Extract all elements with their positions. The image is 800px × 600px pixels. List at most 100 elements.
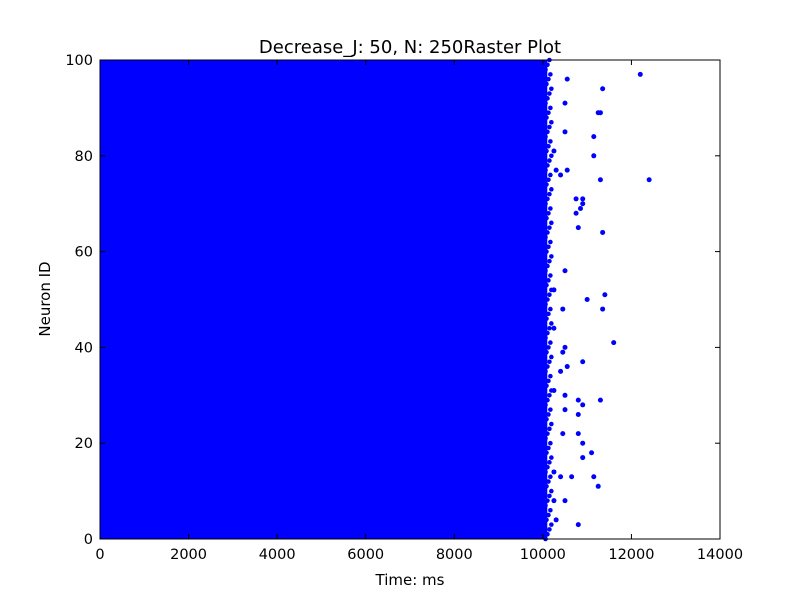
spike-point (602, 292, 608, 298)
spike-edge-point (545, 531, 550, 537)
spike-edge-point (549, 86, 554, 92)
spike-point (584, 297, 590, 302)
spike-point (637, 71, 643, 77)
y-tick-label: 0 (84, 532, 93, 548)
spike-edge-point (549, 522, 554, 527)
spike-point (560, 431, 566, 437)
spike-point (600, 229, 606, 235)
y-tick-label: 80 (75, 149, 93, 165)
spike-edge-point (549, 153, 554, 159)
x-tick-label: 8000 (436, 547, 473, 563)
spike-edge-point (543, 503, 548, 508)
y-tick-label: 60 (75, 245, 93, 261)
spike-point (551, 148, 557, 154)
spike-point (580, 402, 586, 408)
spike-point (580, 455, 586, 461)
spike-point (558, 474, 564, 480)
spike-edge-point (548, 72, 553, 77)
spike-edge-point (543, 335, 548, 341)
x-tick-label: 10000 (520, 547, 566, 563)
spike-point (575, 397, 581, 403)
spike-edge-point (547, 91, 552, 96)
spike-point (553, 517, 559, 523)
spike-point (560, 306, 566, 312)
spike-point (551, 287, 557, 293)
spike-edge-point (544, 450, 549, 456)
spike-point (611, 340, 617, 346)
spike-edge-point (544, 249, 549, 254)
spike-edge-point (548, 474, 553, 480)
spike-edge-point (549, 220, 554, 226)
spike-point (551, 388, 557, 394)
spike-edge-point (549, 455, 554, 460)
spike-point (551, 498, 557, 504)
spike-edge-point (543, 301, 548, 307)
spike-point (562, 268, 568, 274)
spike-point (575, 411, 581, 417)
spike-edge-point (548, 206, 553, 211)
x-axis-label: Time: ms (375, 571, 445, 589)
spike-point (553, 167, 559, 173)
spike-edge-point (547, 359, 552, 365)
spike-edge-point (548, 105, 553, 111)
spike-edge-point (544, 383, 549, 389)
spike-edge-point (547, 426, 552, 432)
spike-edge-point (546, 177, 551, 183)
spike-edge-point (543, 369, 548, 374)
spike-edge-point (549, 421, 554, 427)
spike-point (591, 474, 597, 480)
spike-edge-point (547, 191, 552, 197)
spike-edge-point (545, 364, 550, 369)
spike-point (595, 110, 601, 116)
spike-edge-point (546, 76, 551, 82)
spike-edge-point (545, 431, 550, 436)
spike-point (578, 205, 583, 211)
spike-point (597, 397, 603, 403)
y-tick-label: 20 (75, 436, 93, 452)
spike-edge-point (545, 163, 550, 168)
spike-edge-point (548, 440, 553, 446)
spike-edge-point (543, 167, 548, 173)
x-tick-label: 2000 (170, 547, 207, 563)
spike-edge-point (543, 268, 548, 274)
spike-edge-point (543, 201, 548, 206)
spike-edge-point (547, 493, 552, 499)
spike-edge-point (547, 258, 552, 264)
spike-edge-point (544, 148, 549, 154)
spike-point (597, 177, 603, 183)
spike-edge-point (545, 62, 550, 68)
y-axis-ticks: 0 20 40 60 80 100 (65, 53, 720, 548)
spike-edge-point (546, 479, 551, 484)
spike-edge-point (545, 330, 550, 336)
spike-edge-point (546, 345, 551, 350)
x-tick-label: 0 (95, 547, 104, 563)
spike-edge-point (546, 143, 551, 149)
spike-edge-point (543, 67, 548, 72)
spike-edge-point (544, 349, 549, 355)
spike-edge-point (544, 182, 549, 187)
spike-point (562, 344, 568, 350)
spike-point (580, 359, 586, 365)
spike-edge-point (548, 239, 553, 245)
spike-edge-point (545, 129, 550, 135)
spike-point (591, 153, 597, 159)
spike-edge-point (548, 340, 553, 345)
spike-point (591, 134, 597, 140)
spike-edge-point (547, 460, 552, 465)
spike-edge-point (549, 254, 554, 259)
spike-point (562, 498, 568, 504)
spike-edge-point (545, 196, 550, 202)
x-tick-label: 14000 (697, 547, 743, 563)
spike-point (564, 76, 570, 82)
spike-point (562, 392, 568, 398)
spike-point (558, 368, 564, 374)
spike-edge-point (545, 96, 550, 101)
spike-edge-point (546, 244, 551, 250)
spike-edge-point (547, 158, 552, 163)
chart-title: Decrease_J: 50, N: 250Raster Plot (259, 37, 561, 58)
spike-point (580, 196, 586, 202)
spike-point (580, 440, 586, 446)
spike-edge-point (545, 297, 550, 302)
y-axis-label: Neuron ID (36, 261, 54, 336)
